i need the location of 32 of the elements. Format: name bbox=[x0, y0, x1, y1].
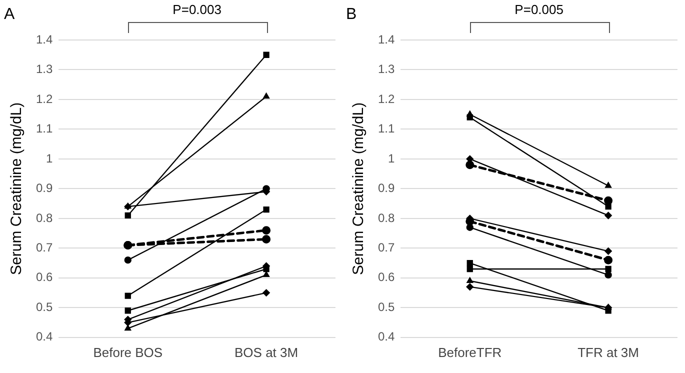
y-tick-label: 1.4 bbox=[36, 32, 53, 46]
y-tick-label: 1 bbox=[388, 151, 395, 166]
text: P=0.005 bbox=[514, 2, 564, 17]
y-tick-label: 0.5 bbox=[36, 300, 53, 314]
y-tick-label: 0.8 bbox=[378, 210, 395, 225]
y-tick-label: 0.6 bbox=[36, 270, 53, 284]
y-tick-label: 1.1 bbox=[378, 122, 395, 136]
y-axis-title: Serum Creatinine (mg/dL) bbox=[350, 102, 368, 275]
chart-title: A bbox=[4, 6, 15, 24]
y-tick-label: 1.1 bbox=[36, 122, 53, 136]
y-tick-label: 1.3 bbox=[378, 62, 395, 76]
y-axis-title: Serum Creatinine (mg/dL) bbox=[8, 102, 26, 275]
y-tick-label: 1.4 bbox=[378, 32, 395, 46]
y-tick-label: 1.3 bbox=[36, 62, 53, 76]
y-tick-label: 0.7 bbox=[36, 240, 53, 254]
y-tick-label: 1.2 bbox=[378, 92, 395, 106]
y-tick-label: 0.9 bbox=[378, 181, 395, 196]
y-tick-label: 0.8 bbox=[36, 210, 53, 225]
y-tick-label: 0.6 bbox=[378, 270, 395, 284]
y-tick-label: 0.4 bbox=[378, 330, 395, 344]
chart-title: B bbox=[346, 6, 357, 24]
text: P=0.003 bbox=[172, 2, 222, 17]
y-tick-label: 1.2 bbox=[36, 92, 53, 106]
y-tick-label: 0.4 bbox=[36, 330, 53, 344]
x-tick-label: Before BOS bbox=[93, 344, 163, 360]
y-tick-label: 0.9 bbox=[36, 181, 53, 196]
y-tick-label: 1 bbox=[46, 151, 53, 166]
x-tick-label: BeforeTFR bbox=[438, 344, 502, 360]
y-tick-label: 0.7 bbox=[378, 240, 395, 254]
y-tick-label: 0.5 bbox=[378, 300, 395, 314]
x-tick-label: BOS at 3M bbox=[234, 344, 298, 360]
x-tick-label: TFR at 3M bbox=[578, 344, 639, 360]
